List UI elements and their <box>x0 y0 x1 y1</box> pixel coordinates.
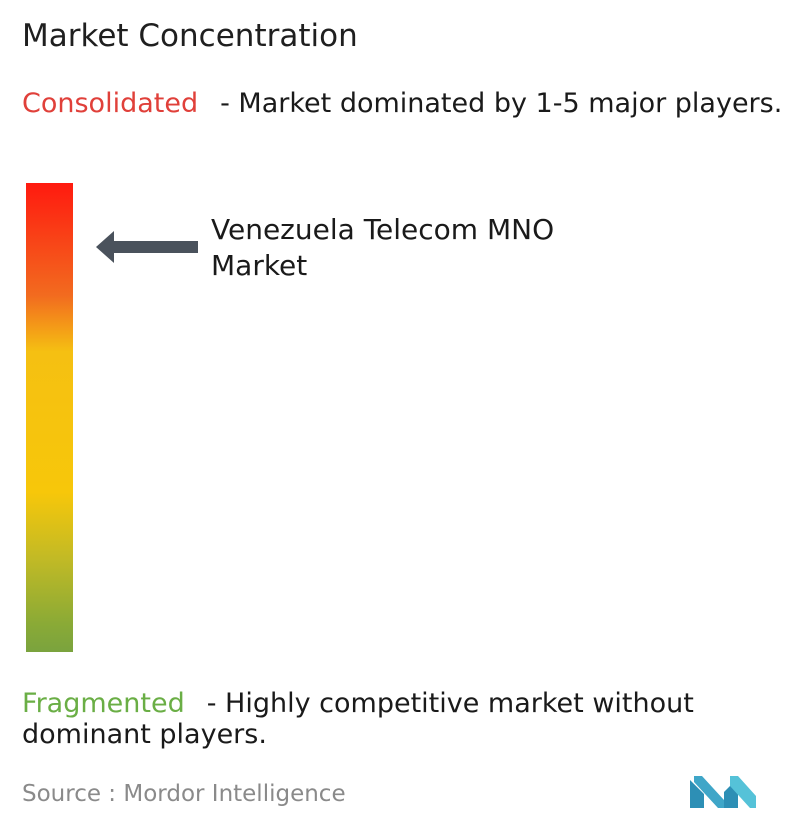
consolidated-description: Consolidated - Market dominated by 1-5 ma… <box>22 88 792 119</box>
mordor-logo-icon <box>690 776 756 808</box>
fragmented-text: - Highly competitive market without domi… <box>22 688 694 750</box>
source-value: Mordor Intelligence <box>123 781 346 807</box>
consolidated-text: - Market dominated by 1-5 major players. <box>220 88 783 119</box>
fragmented-label: Fragmented <box>22 688 185 719</box>
source-credit: Source : Mordor Intelligence <box>22 781 346 807</box>
page-title: Market Concentration <box>22 18 358 54</box>
arrow-left-icon <box>96 231 198 263</box>
concentration-gradient-bar <box>26 183 73 652</box>
consolidated-label: Consolidated <box>22 88 199 119</box>
fragmented-description: Fragmented - Highly competitive market wi… <box>22 688 792 750</box>
market-name: Venezuela Telecom MNO Market <box>211 213 555 282</box>
source-label: Source : <box>22 781 117 807</box>
